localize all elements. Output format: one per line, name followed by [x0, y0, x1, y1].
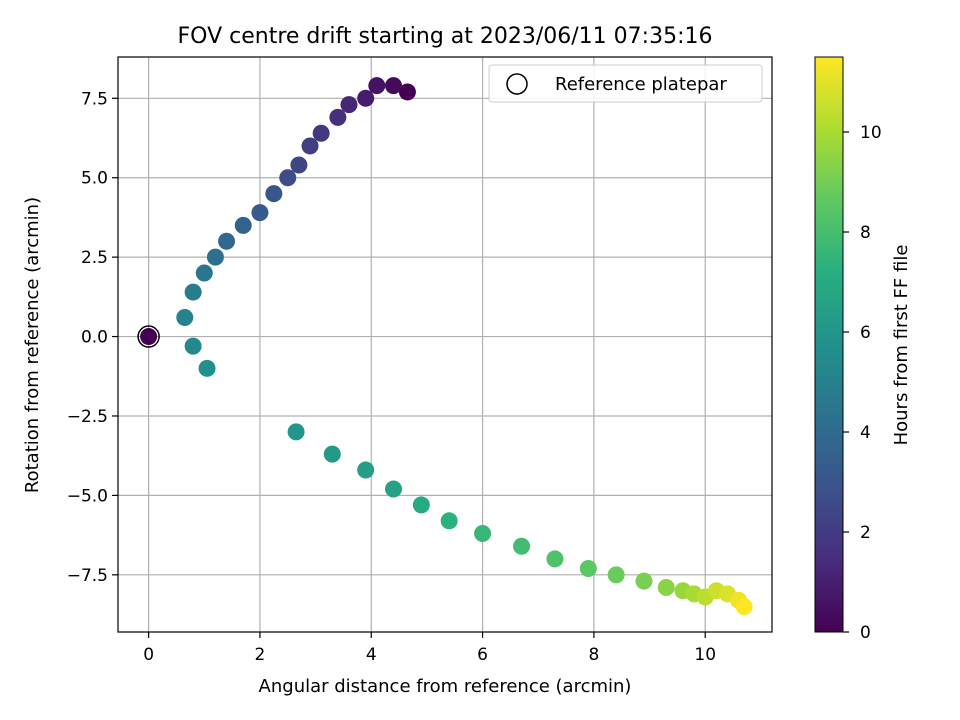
scatter-point [176, 308, 194, 326]
y-tick-label: 2.5 [81, 248, 108, 268]
reference-platepar-marker [137, 325, 160, 348]
scatter-point [251, 204, 269, 222]
scatter-point [440, 512, 458, 530]
y-tick-label: −2.5 [67, 407, 108, 427]
y-tick-label: 0.0 [81, 328, 108, 348]
scatter-point [635, 572, 653, 590]
scatter-point [398, 83, 416, 101]
scatter-point [279, 169, 297, 187]
scatter-point [412, 496, 430, 514]
colorbar-tick-label: 0 [860, 623, 871, 643]
scatter-point [290, 156, 308, 174]
x-tick-label: 4 [366, 645, 377, 665]
scatter-point [329, 108, 347, 126]
scatter-point [385, 480, 403, 498]
colorbar-tick-label: 4 [860, 423, 871, 443]
scatter-point [184, 337, 202, 355]
colorbar-tick-label: 8 [860, 223, 871, 243]
scatter-point [301, 137, 319, 155]
x-tick-label: 8 [588, 645, 599, 665]
y-tick-label: −7.5 [67, 566, 108, 586]
y-axis-label: Rotation from reference (arcmin) [22, 197, 43, 493]
scatter-point [323, 445, 341, 463]
x-axis-label: Angular distance from reference (arcmin) [259, 676, 632, 697]
y-axis-ticks: 7.5 5.0 2.5 0.0 −2.5 −5.0 −7.5 [67, 89, 118, 586]
grid-lines [118, 57, 772, 632]
colorbar-ticks: 0 2 4 6 8 10 [843, 123, 882, 643]
colorbar-tick-label: 6 [860, 323, 871, 343]
plot-frame [117, 56, 773, 633]
y-tick-label: 5.0 [81, 169, 108, 189]
scatter-point [287, 423, 305, 441]
chart-title: FOV centre drift starting at 2023/06/11 … [178, 24, 713, 49]
colorbar [814, 56, 844, 633]
data-points [137, 77, 753, 616]
scatter-point [206, 248, 224, 266]
scatter-point [368, 77, 386, 95]
x-tick-label: 0 [143, 645, 154, 665]
scatter-point [265, 185, 283, 203]
x-tick-label: 6 [477, 645, 488, 665]
scatter-point [657, 579, 675, 597]
scatter-point [385, 77, 403, 95]
scatter-point [513, 537, 531, 555]
x-tick-label: 10 [694, 645, 716, 665]
scatter-point [312, 124, 330, 142]
scatter-point [218, 232, 236, 250]
scatter-point [195, 264, 213, 282]
reference-point [140, 328, 158, 346]
legend: Reference platepar [488, 64, 763, 103]
scatter-point [546, 550, 564, 568]
scatter-point [607, 566, 625, 584]
colorbar-tick-label: 2 [860, 523, 871, 543]
y-tick-label: −5.0 [67, 486, 108, 506]
scatter-point [357, 461, 375, 479]
x-tick-label: 2 [255, 645, 266, 665]
y-tick-label: 7.5 [81, 89, 108, 109]
scatter-point [234, 216, 252, 234]
legend-marker [506, 73, 528, 95]
scatter-point [184, 283, 202, 301]
scatter-point [357, 89, 375, 107]
scatter-point [735, 598, 753, 616]
x-axis-ticks: 0 2 4 6 8 10 [143, 632, 716, 665]
scatter-point [340, 96, 358, 114]
colorbar-label: Hours from first FF file [891, 245, 912, 446]
colorbar-tick-label: 10 [860, 123, 882, 143]
scatter-point [474, 525, 492, 543]
scatter-point [579, 559, 597, 577]
legend-box [488, 64, 763, 103]
scatter-point [198, 359, 216, 377]
legend-entry: Reference platepar [555, 74, 727, 95]
